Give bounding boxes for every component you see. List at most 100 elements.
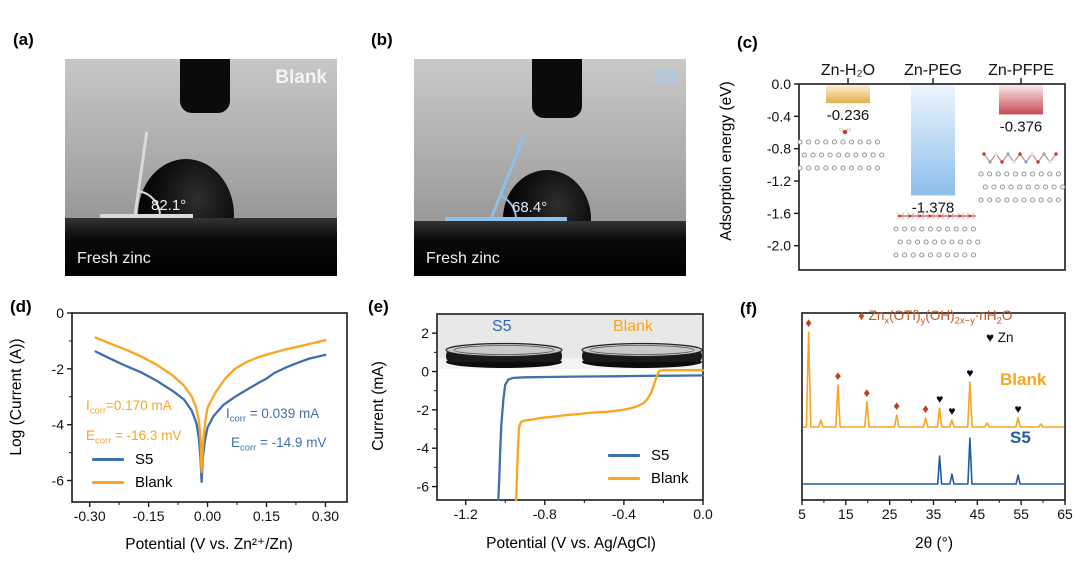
zn-lattice-atom bbox=[797, 139, 803, 145]
zinc-substrate bbox=[414, 221, 686, 276]
panel-letter-a: (a) bbox=[13, 30, 34, 49]
bar-value-label: -1.378 bbox=[912, 199, 955, 216]
x-tick-label: 5 bbox=[798, 506, 806, 522]
x-tick-label: -0.30 bbox=[74, 508, 106, 524]
zn-lattice-atom bbox=[1038, 171, 1044, 177]
panel-letter-b: (b) bbox=[371, 30, 393, 49]
zn-lattice-atom bbox=[874, 139, 880, 145]
zn-lattice-atom bbox=[814, 139, 820, 145]
peak-marker: ♦ bbox=[805, 315, 812, 330]
zn-lattice-atom bbox=[1047, 171, 1053, 177]
zn-lattice-atom bbox=[1051, 184, 1057, 190]
zn-lattice-atom bbox=[966, 239, 972, 245]
plot-box bbox=[71, 312, 348, 503]
zn-lattice-atom bbox=[857, 165, 863, 171]
category-label: Zn-PFPE bbox=[988, 62, 1054, 79]
zn-lattice-atom bbox=[893, 252, 899, 258]
zn-lattice-atom bbox=[831, 165, 837, 171]
zn-lattice-atom bbox=[823, 165, 829, 171]
zn-lattice-atom bbox=[827, 152, 833, 158]
panel-letter-f: (f) bbox=[740, 299, 757, 318]
axis-title-potential-agcl: Potential (V vs. Ag/AgCl) bbox=[486, 535, 656, 552]
zn-lattice-atom bbox=[1017, 184, 1023, 190]
x-tick-label: 0.00 bbox=[194, 508, 221, 524]
zn-lattice-atom bbox=[995, 197, 1001, 203]
zn-lattice-atom bbox=[893, 226, 899, 232]
zn-lattice-atom bbox=[853, 152, 859, 158]
zn-lattice-atom bbox=[953, 252, 959, 258]
plot-box bbox=[801, 312, 1066, 501]
zn-lattice-atom bbox=[987, 197, 993, 203]
angle-value: 68.4° bbox=[512, 199, 547, 216]
zn-lattice-atom bbox=[936, 226, 942, 232]
zn-lattice-atom bbox=[975, 239, 981, 245]
angle-value: 82.1° bbox=[151, 197, 186, 214]
axis-title-log-current: Log (Current (A)) bbox=[8, 338, 25, 456]
axis-title-current: Current (mA) bbox=[370, 361, 387, 451]
zn-lattice-atom bbox=[995, 171, 1001, 177]
y-tick-label: -2 bbox=[52, 361, 65, 377]
zn-lattice-atom bbox=[957, 239, 964, 245]
zn-lattice-atom bbox=[879, 152, 885, 158]
y-tick-label: -6 bbox=[417, 479, 430, 495]
zn-lattice-atom bbox=[999, 184, 1006, 190]
x-tick-label: -0.4 bbox=[612, 506, 636, 522]
zn-lattice-atom bbox=[902, 226, 908, 232]
category-label: Zn-PEG bbox=[904, 62, 962, 79]
y-tick-label: 0 bbox=[421, 364, 429, 380]
contact-angle-photo-s5: 68.4° S5 Fresh zinc bbox=[414, 59, 686, 276]
zn-lattice-atom bbox=[970, 252, 976, 258]
zn-lattice-atom bbox=[978, 171, 984, 177]
zn-lattice-atom bbox=[844, 152, 850, 158]
x-tick-label: -0.8 bbox=[533, 506, 557, 522]
zn-lattice-atom bbox=[914, 239, 921, 245]
y-tick-label: 0 bbox=[56, 305, 64, 321]
peak-marker: ♦ bbox=[864, 385, 871, 400]
zn-lattice-atom bbox=[949, 239, 955, 245]
substrate-label: Fresh zinc bbox=[77, 250, 151, 267]
zn-lattice-atom bbox=[870, 152, 876, 158]
curve-S5 bbox=[497, 374, 705, 502]
zn-lattice-atom bbox=[945, 226, 951, 232]
zn-lattice-atom bbox=[927, 226, 933, 232]
adsorption-energy-bar-chart: 0.0 -0.4 -0.8 -1.2 -1.6 -2.0 Zn-H₂O -0.236 Zn-PE… bbox=[767, 62, 1066, 271]
plot-box bbox=[436, 313, 704, 501]
bar-Zn-PFPE bbox=[999, 85, 1043, 115]
zn-lattice-atom bbox=[1055, 197, 1061, 203]
zn-lattice-atom bbox=[1021, 171, 1027, 177]
zn-lattice-atom bbox=[806, 139, 812, 145]
xrd-pattern-plot: 5 15 25 35 45 55 65 ♦ ♦ ♦ ♦ ♦ ♥ ♥ ♥ ♥ bbox=[798, 312, 1073, 522]
zn-lattice-atom bbox=[1060, 184, 1066, 190]
dispensing-needle bbox=[532, 59, 582, 118]
zn-lattice-atom bbox=[902, 252, 908, 258]
zn-lattice-atom bbox=[861, 152, 868, 158]
zn-lattice-atom bbox=[927, 252, 933, 258]
bar-value-label: -0.376 bbox=[1000, 118, 1043, 135]
zn-lattice-atom bbox=[866, 139, 872, 145]
y-tick-label: -4 bbox=[52, 417, 65, 433]
coin-cell-photo-inset bbox=[438, 315, 703, 369]
zn-lattice-atom bbox=[991, 184, 997, 190]
y-tick-label: -1.6 bbox=[767, 205, 791, 221]
x-tick-label: -1.2 bbox=[454, 506, 478, 522]
axis-title-adsorption-energy: Adsorption energy (eV) bbox=[718, 81, 735, 241]
zn-lattice-atom bbox=[987, 171, 993, 177]
peak-marker: ♥ bbox=[936, 392, 943, 406]
zn-lattice-atom bbox=[897, 239, 903, 245]
tafel-plot: -0.30 -0.15 0.00 0.15 0.30 0 -2 -4 -6 bbox=[52, 305, 348, 524]
zn-lattice-atom bbox=[857, 139, 863, 145]
zn-lattice-atom bbox=[810, 152, 816, 158]
zn-lattice-atom bbox=[936, 252, 942, 258]
x-tick-label: 0.15 bbox=[253, 508, 280, 524]
zn-lattice-atom bbox=[982, 184, 988, 190]
bar-value-label: -0.236 bbox=[827, 107, 870, 124]
angle-arc bbox=[138, 190, 162, 217]
zn-lattice-atom bbox=[1021, 197, 1027, 203]
zn-lattice-atom bbox=[823, 139, 829, 145]
tangent-line bbox=[133, 131, 149, 217]
zn-lattice-atom bbox=[1030, 171, 1036, 177]
category-label: Zn-H₂O bbox=[821, 62, 875, 79]
y-tick-label: -2.0 bbox=[767, 238, 791, 254]
zn-lattice-atom bbox=[953, 226, 959, 232]
